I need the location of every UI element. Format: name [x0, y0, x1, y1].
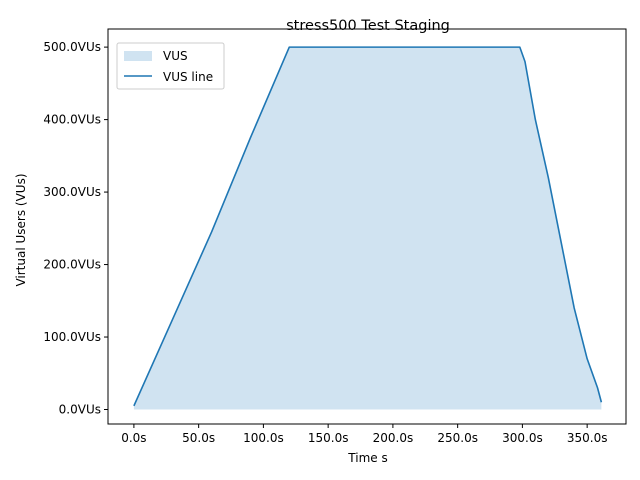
x-tick-label: 50.0s: [182, 431, 215, 445]
x-tick-label: 250.0s: [437, 431, 478, 445]
y-tick-label: 200.0VUs: [43, 258, 101, 272]
x-axis-title: Time s: [347, 451, 387, 465]
line-series-vus-line: [133, 46, 603, 407]
x-tick-label: 150.0s: [308, 431, 349, 445]
x-tick-label: 100.0s: [243, 431, 284, 445]
plot-area: [133, 46, 603, 410]
legend-label-vus-line: VUS line: [163, 70, 213, 84]
plot-frame: [107, 28, 627, 425]
y-tick-label: 0.0VUs: [59, 403, 101, 417]
y-axis: 0.0VUs 100.0VUs 200.0VUs 300.0VUs 400.0VUs 50…: [43, 40, 108, 417]
legend: VUS VUS line: [116, 42, 225, 90]
x-tick-label: 0.0s: [121, 431, 146, 445]
x-tick-label: 200.0s: [373, 431, 414, 445]
y-tick-label: 500.0VUs: [43, 40, 101, 54]
legend-swatch-vus: [124, 51, 152, 61]
y-tick-label: 300.0VUs: [43, 185, 101, 199]
y-tick-label: 100.0VUs: [43, 330, 101, 344]
legend-label-vus: VUS: [163, 49, 188, 63]
y-axis-title: Virtual Users (VUs): [14, 173, 28, 286]
x-axis: 0.0s 50.0s 100.0s 150.0s 200.0s 250.0s 300.0s 3…: [121, 424, 607, 445]
area-series-vus: [133, 47, 602, 410]
x-tick-label: 350.0s: [567, 431, 608, 445]
y-tick-label: 400.0VUs: [43, 113, 101, 127]
x-tick-label: 300.0s: [502, 431, 543, 445]
chart-title: stress500 Test Staging: [286, 18, 450, 34]
